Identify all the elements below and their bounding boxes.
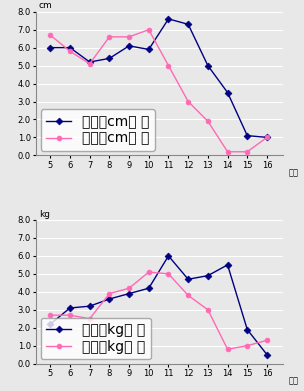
体重（kg） 女 bbox=[186, 293, 190, 298]
身長（cm） 女 bbox=[68, 49, 72, 54]
身長（cm） 女 bbox=[48, 33, 52, 38]
Legend: 身長（cm） 男, 身長（cm） 女: 身長（cm） 男, 身長（cm） 女 bbox=[41, 109, 155, 151]
身長（cm） 女 bbox=[167, 63, 170, 68]
体重（kg） 男 bbox=[226, 262, 230, 267]
Line: 体重（kg） 女: 体重（kg） 女 bbox=[48, 270, 269, 352]
身長（cm） 男 bbox=[68, 45, 72, 50]
身長（cm） 男 bbox=[265, 135, 269, 140]
Line: 身長（cm） 女: 身長（cm） 女 bbox=[48, 27, 269, 154]
体重（kg） 男 bbox=[127, 291, 131, 296]
身長（cm） 女 bbox=[108, 34, 111, 39]
体重（kg） 女 bbox=[127, 286, 131, 291]
身長（cm） 男 bbox=[108, 56, 111, 61]
身長（cm） 男 bbox=[167, 16, 170, 21]
Text: cm: cm bbox=[39, 1, 53, 10]
体重（kg） 女 bbox=[147, 270, 150, 274]
体重（kg） 女 bbox=[68, 313, 72, 317]
Legend: 体重（kg） 男, 体重（kg） 女: 体重（kg） 男, 体重（kg） 女 bbox=[41, 317, 151, 359]
体重（kg） 女 bbox=[167, 271, 170, 276]
Text: 歳時: 歳時 bbox=[288, 168, 298, 177]
体重（kg） 女 bbox=[108, 291, 111, 296]
体重（kg） 女 bbox=[48, 313, 52, 317]
身長（cm） 男 bbox=[206, 63, 210, 68]
体重（kg） 男 bbox=[88, 304, 92, 308]
身長（cm） 女 bbox=[88, 61, 92, 66]
体重（kg） 男 bbox=[68, 306, 72, 310]
体重（kg） 男 bbox=[167, 253, 170, 258]
Line: 身長（cm） 男: 身長（cm） 男 bbox=[48, 16, 269, 140]
身長（cm） 女 bbox=[206, 119, 210, 124]
体重（kg） 男 bbox=[265, 352, 269, 357]
身長（cm） 男 bbox=[186, 22, 190, 27]
身長（cm） 男 bbox=[48, 45, 52, 50]
身長（cm） 女 bbox=[265, 135, 269, 140]
身長（cm） 男 bbox=[127, 43, 131, 48]
身長（cm） 男 bbox=[245, 133, 249, 138]
身長（cm） 女 bbox=[245, 149, 249, 154]
身長（cm） 女 bbox=[147, 27, 150, 32]
体重（kg） 男 bbox=[206, 273, 210, 278]
体重（kg） 女 bbox=[226, 347, 230, 352]
体重（kg） 女 bbox=[88, 316, 92, 321]
身長（cm） 男 bbox=[226, 90, 230, 95]
体重（kg） 男 bbox=[48, 322, 52, 326]
身長（cm） 男 bbox=[147, 47, 150, 52]
体重（kg） 男 bbox=[147, 286, 150, 291]
体重（kg） 男 bbox=[108, 297, 111, 301]
身長（cm） 女 bbox=[186, 99, 190, 104]
体重（kg） 男 bbox=[245, 327, 249, 332]
身長（cm） 女 bbox=[226, 149, 230, 154]
Line: 体重（kg） 男: 体重（kg） 男 bbox=[48, 253, 269, 357]
身長（cm） 女 bbox=[127, 34, 131, 39]
体重（kg） 女 bbox=[245, 343, 249, 348]
Text: 歳時: 歳時 bbox=[288, 376, 298, 385]
体重（kg） 女 bbox=[206, 307, 210, 312]
体重（kg） 男 bbox=[186, 277, 190, 282]
身長（cm） 男 bbox=[88, 60, 92, 65]
体重（kg） 女 bbox=[265, 338, 269, 343]
Text: kg: kg bbox=[39, 210, 50, 219]
